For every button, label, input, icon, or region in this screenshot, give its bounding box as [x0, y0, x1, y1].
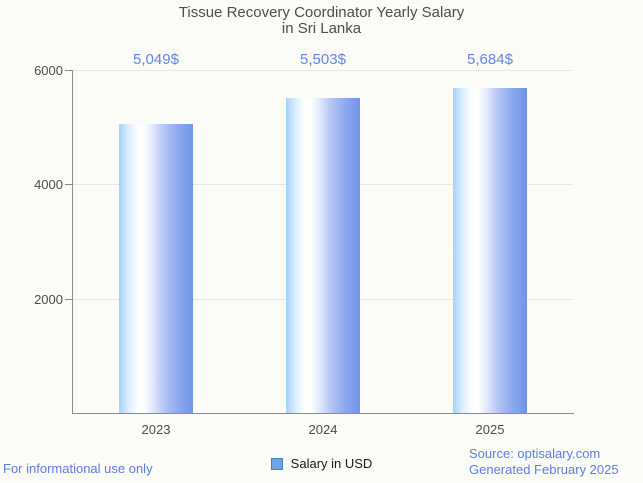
x-axis-line	[72, 413, 574, 414]
value-label-2025: 5,684$	[467, 51, 513, 68]
y-axis-line	[72, 70, 73, 413]
y-tick-6000	[65, 70, 72, 71]
chart-title-line2: in Sri Lanka	[281, 20, 362, 37]
source-link[interactable]: Source: optisalary.com	[469, 446, 601, 461]
legend-label: Salary in USD	[290, 456, 373, 471]
value-label-2024: 5,503$	[300, 51, 346, 68]
y-tick-4000	[65, 184, 72, 185]
y-tick-2000	[65, 299, 72, 300]
gridline-6000	[72, 70, 573, 71]
chart-title-line1: Tissue Recovery Coordinator Yearly Salar…	[178, 4, 465, 21]
bar-2025	[453, 88, 527, 413]
bar-2024	[286, 98, 360, 413]
bar-2023	[119, 124, 193, 413]
legend-swatch-icon	[270, 457, 283, 470]
y-tick-label-6000: 6000	[34, 63, 63, 78]
source-block: Source: optisalary.com Generated Februar…	[469, 446, 619, 478]
x-axis-label-2023: 2023	[141, 422, 171, 437]
value-label-2023: 5,049$	[133, 51, 179, 68]
x-axis-label-2025: 2025	[475, 422, 505, 437]
chart-title: Tissue Recovery Coordinator Yearly Salar…	[0, 5, 643, 37]
y-tick-label-2000: 2000	[34, 292, 63, 307]
chart-legend: Salary in USD	[0, 456, 643, 471]
y-tick-label-4000: 4000	[34, 177, 63, 192]
disclaimer-text: For informational use only	[3, 461, 153, 476]
generated-date: Generated February 2025	[469, 462, 619, 477]
x-axis-label-2024: 2024	[308, 422, 338, 437]
